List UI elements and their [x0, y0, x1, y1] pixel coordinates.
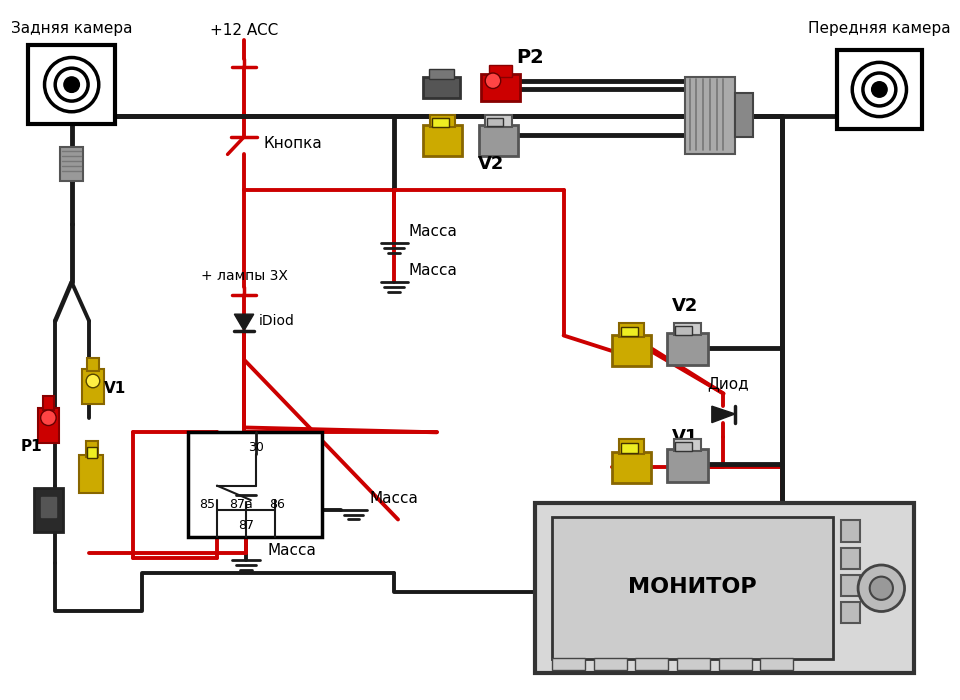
Text: 87a: 87a — [229, 498, 253, 512]
Bar — [552, 517, 833, 659]
Bar — [719, 658, 752, 670]
Circle shape — [86, 374, 100, 388]
Bar — [80, 454, 103, 494]
Text: iDiod: iDiod — [258, 314, 295, 328]
Circle shape — [858, 565, 904, 612]
Bar — [432, 118, 449, 127]
Text: Масса: Масса — [267, 543, 316, 558]
Bar — [675, 442, 692, 451]
Circle shape — [870, 577, 893, 600]
Bar — [487, 118, 503, 126]
Bar — [37, 408, 60, 443]
Bar — [612, 452, 651, 483]
Text: P2: P2 — [516, 48, 543, 67]
Text: Кнопка: Кнопка — [263, 136, 323, 151]
Bar — [552, 658, 585, 670]
Text: +12 ACC: +12 ACC — [210, 23, 278, 38]
Text: 87: 87 — [238, 519, 254, 532]
Text: Диод: Диод — [708, 377, 749, 391]
Bar — [40, 497, 56, 517]
Text: Масса: Масса — [409, 263, 458, 278]
Text: 30: 30 — [248, 441, 264, 454]
Bar — [612, 335, 651, 367]
Circle shape — [863, 73, 896, 106]
Text: Передняя камера: Передняя камера — [808, 21, 950, 36]
Bar — [481, 74, 520, 101]
Text: P1: P1 — [20, 440, 42, 454]
Text: Масса: Масса — [409, 224, 458, 239]
Circle shape — [44, 57, 99, 112]
Circle shape — [64, 77, 80, 92]
Bar — [667, 449, 708, 482]
Polygon shape — [711, 406, 735, 423]
Bar — [837, 50, 922, 130]
Bar — [619, 323, 644, 337]
Bar — [621, 443, 638, 453]
Bar — [42, 396, 54, 410]
Bar — [619, 439, 644, 454]
Bar — [188, 433, 322, 537]
Bar — [423, 77, 460, 98]
Bar — [841, 547, 860, 569]
Bar — [28, 45, 115, 125]
Bar — [423, 125, 462, 156]
Bar — [621, 327, 638, 337]
Circle shape — [872, 82, 887, 97]
Circle shape — [485, 73, 501, 88]
Polygon shape — [234, 314, 253, 330]
Bar — [674, 323, 701, 335]
Bar — [593, 658, 627, 670]
Bar — [430, 115, 455, 127]
Text: + лампы 3Х: + лампы 3Х — [201, 270, 287, 284]
Text: МОНИТОР: МОНИТОР — [628, 578, 756, 597]
Circle shape — [55, 68, 88, 101]
Bar — [60, 146, 84, 181]
Circle shape — [40, 410, 56, 426]
Bar — [429, 69, 454, 79]
Bar — [86, 441, 98, 456]
Bar — [841, 521, 860, 542]
Bar — [841, 602, 860, 623]
Bar — [684, 77, 735, 155]
Text: V2: V2 — [478, 155, 504, 173]
Bar — [760, 658, 793, 670]
Bar — [636, 658, 668, 670]
Bar — [34, 487, 63, 532]
Text: V2: V2 — [672, 298, 698, 316]
Text: V1: V1 — [104, 382, 127, 396]
Bar — [87, 358, 99, 371]
Text: 86: 86 — [269, 498, 285, 512]
Text: Задняя камера: Задняя камера — [11, 21, 132, 36]
Text: V1: V1 — [672, 428, 698, 446]
Bar — [841, 575, 860, 596]
Circle shape — [852, 62, 906, 117]
Bar — [489, 65, 513, 77]
Bar — [735, 93, 753, 137]
Bar — [674, 439, 701, 451]
Bar — [87, 447, 97, 459]
Text: 85: 85 — [200, 498, 215, 512]
Bar — [479, 125, 518, 156]
Bar — [83, 370, 104, 404]
Bar — [535, 503, 914, 673]
Bar — [485, 115, 513, 127]
Bar — [667, 332, 708, 365]
Bar — [677, 658, 709, 670]
Text: Масса: Масса — [370, 491, 419, 505]
Bar — [675, 326, 692, 335]
